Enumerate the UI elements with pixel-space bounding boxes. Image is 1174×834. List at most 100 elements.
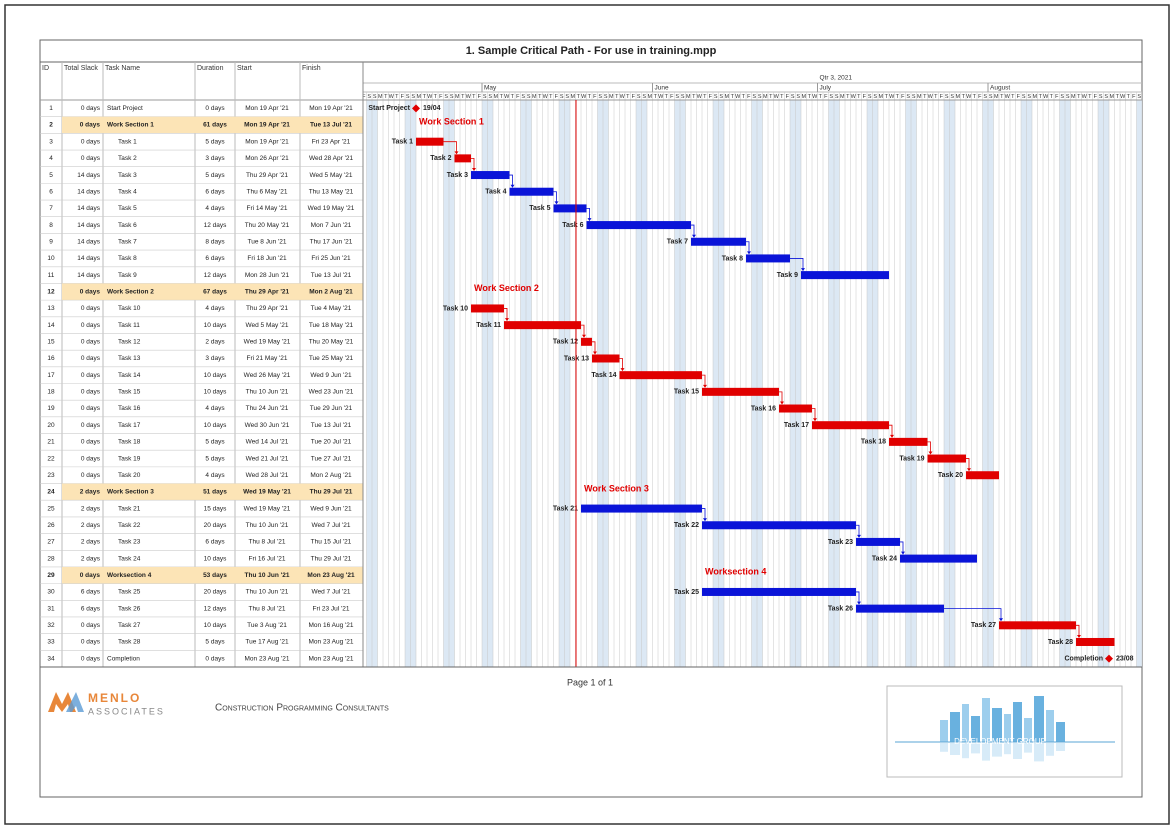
task-id: 19 — [47, 405, 55, 412]
task-id: 24 — [47, 489, 55, 496]
weekday-letter: S — [989, 94, 993, 100]
bar-label: Task 14 — [591, 372, 616, 379]
task-id: 21 — [47, 439, 55, 446]
duration: 53 days — [203, 572, 227, 579]
task-id: 32 — [47, 622, 55, 629]
start-date: Mon 19 Apr '21 — [244, 122, 290, 129]
task-id: 18 — [47, 389, 55, 396]
duration: 6 days — [205, 188, 225, 195]
weekday-letter: M — [994, 94, 999, 100]
bar-label: Task 18 — [861, 439, 886, 446]
bar-label: Task 3 — [447, 172, 468, 179]
bar-label: Task 24 — [872, 555, 897, 562]
weekday-letter: M — [1109, 94, 1114, 100]
total-slack: 0 days — [80, 288, 101, 295]
duration: 12 days — [204, 222, 228, 229]
task-bar — [801, 271, 889, 279]
weekday-letter: W — [697, 94, 703, 100]
task-id: 30 — [47, 589, 55, 596]
column-header: Finish — [302, 65, 321, 72]
finish-date: Mon 2 Aug '21 — [309, 288, 353, 295]
weekday-letter: W — [620, 94, 626, 100]
start-date: Wed 14 Jul '21 — [246, 439, 289, 446]
start-date: Mon 19 Apr '21 — [245, 105, 289, 112]
weekday-letter: W — [1043, 94, 1049, 100]
weekend-shade — [752, 100, 758, 667]
task-name: Task 9 — [118, 272, 137, 279]
weekday-letter: W — [735, 94, 741, 100]
total-slack: 0 days — [81, 322, 101, 329]
total-slack: 0 days — [81, 389, 101, 396]
weekday-letter: S — [714, 94, 718, 100]
milestone-date: 23/08 — [1116, 656, 1134, 663]
task-bar — [471, 171, 510, 179]
weekday-letter: S — [565, 94, 569, 100]
weekend-shade — [449, 100, 455, 667]
task-bar — [900, 555, 977, 563]
weekday-letter: M — [917, 94, 922, 100]
bar-label: Task 28 — [1048, 639, 1073, 646]
weekday-letter: S — [1027, 94, 1031, 100]
weekend-shade — [405, 100, 411, 667]
weekday-letter: S — [1137, 94, 1141, 100]
start-date: Wed 26 May '21 — [244, 372, 291, 379]
weekday-letter: W — [774, 94, 780, 100]
weekend-shade — [1021, 100, 1027, 667]
start-date: Fri 21 May '21 — [247, 355, 288, 362]
task-id: 11 — [48, 272, 55, 279]
column-header: Duration — [197, 65, 224, 72]
total-slack: 0 days — [81, 405, 101, 412]
finish-date: Wed 5 May '21 — [309, 172, 352, 179]
task-bar — [455, 154, 472, 162]
finish-date: Wed 9 Jun '21 — [310, 372, 352, 379]
weekday-letter: W — [812, 94, 818, 100]
bar-label: Task 21 — [553, 505, 578, 512]
task-bar — [587, 221, 692, 229]
duration: 10 days — [204, 372, 228, 379]
task-name: Task 13 — [118, 355, 141, 362]
start-date: Tue 3 Aug '21 — [247, 622, 287, 629]
weekend-shade — [411, 100, 417, 667]
duration: 5 days — [205, 138, 225, 145]
start-date: Fri 14 May '21 — [247, 205, 288, 212]
weekend-shade — [719, 100, 725, 667]
bar-label: Task 9 — [777, 272, 798, 279]
finish-date: Mon 23 Aug '21 — [309, 639, 354, 646]
finish-date: Thu 15 Jul '21 — [311, 539, 352, 546]
duration: 10 days — [204, 622, 228, 629]
weekday-letter: S — [1022, 94, 1026, 100]
finish-date: Tue 29 Jun '21 — [310, 405, 353, 412]
page-number: Page 1 of 1 — [567, 677, 613, 687]
weekday-letter: M — [378, 94, 383, 100]
task-id: 16 — [47, 355, 55, 362]
duration: 61 days — [203, 122, 227, 129]
skyline-reflection — [1046, 743, 1054, 756]
start-date: Wed 19 May '21 — [244, 339, 291, 346]
skyline-block — [1056, 722, 1065, 742]
weekend-shade — [829, 100, 835, 667]
skyline-block — [1046, 710, 1054, 742]
column-header: Total Slack — [64, 65, 98, 72]
weekday-letter: W — [1120, 94, 1126, 100]
task-id: 23 — [47, 472, 55, 479]
weekday-letter: M — [763, 94, 768, 100]
task-name: Task 23 — [118, 539, 141, 546]
task-name: Task 6 — [118, 222, 137, 229]
weekend-shade — [834, 100, 840, 667]
task-id: 8 — [49, 222, 53, 229]
start-date: Mon 19 Apr '21 — [245, 138, 289, 145]
task-bar — [554, 204, 587, 212]
task-bar — [1076, 638, 1115, 646]
weekday-letter: M — [955, 94, 960, 100]
weekend-shade — [757, 100, 763, 667]
weekday-letter: W — [543, 94, 549, 100]
duration: 6 days — [205, 255, 225, 262]
start-date: Wed 30 Jun '21 — [245, 422, 290, 429]
weekend-shade — [713, 100, 719, 667]
weekday-letter: W — [466, 94, 472, 100]
duration: 20 days — [204, 589, 228, 596]
total-slack: 6 days — [81, 605, 101, 612]
bar-label: Task 16 — [751, 405, 776, 412]
weekday-letter: M — [532, 94, 537, 100]
task-name: Task 3 — [118, 172, 137, 179]
